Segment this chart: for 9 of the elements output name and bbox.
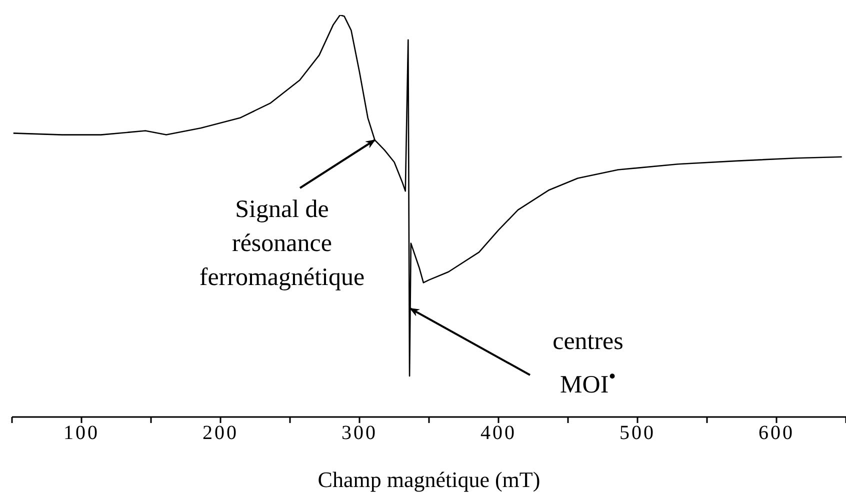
x-axis-title: Champ magnétique (mT) xyxy=(318,467,540,492)
x-tick-label: 500 xyxy=(620,422,656,444)
x-tick-label: 600 xyxy=(758,422,794,444)
x-tick-label: 400 xyxy=(480,422,516,444)
annotation: centres MOI$^{•}$ xyxy=(552,327,624,400)
x-tick-label: 100 xyxy=(64,422,100,444)
x-tick-label: 200 xyxy=(202,422,238,444)
annotation: Signal de résonance ferromagnétique xyxy=(198,195,366,293)
x-tick-label: 300 xyxy=(342,422,378,444)
